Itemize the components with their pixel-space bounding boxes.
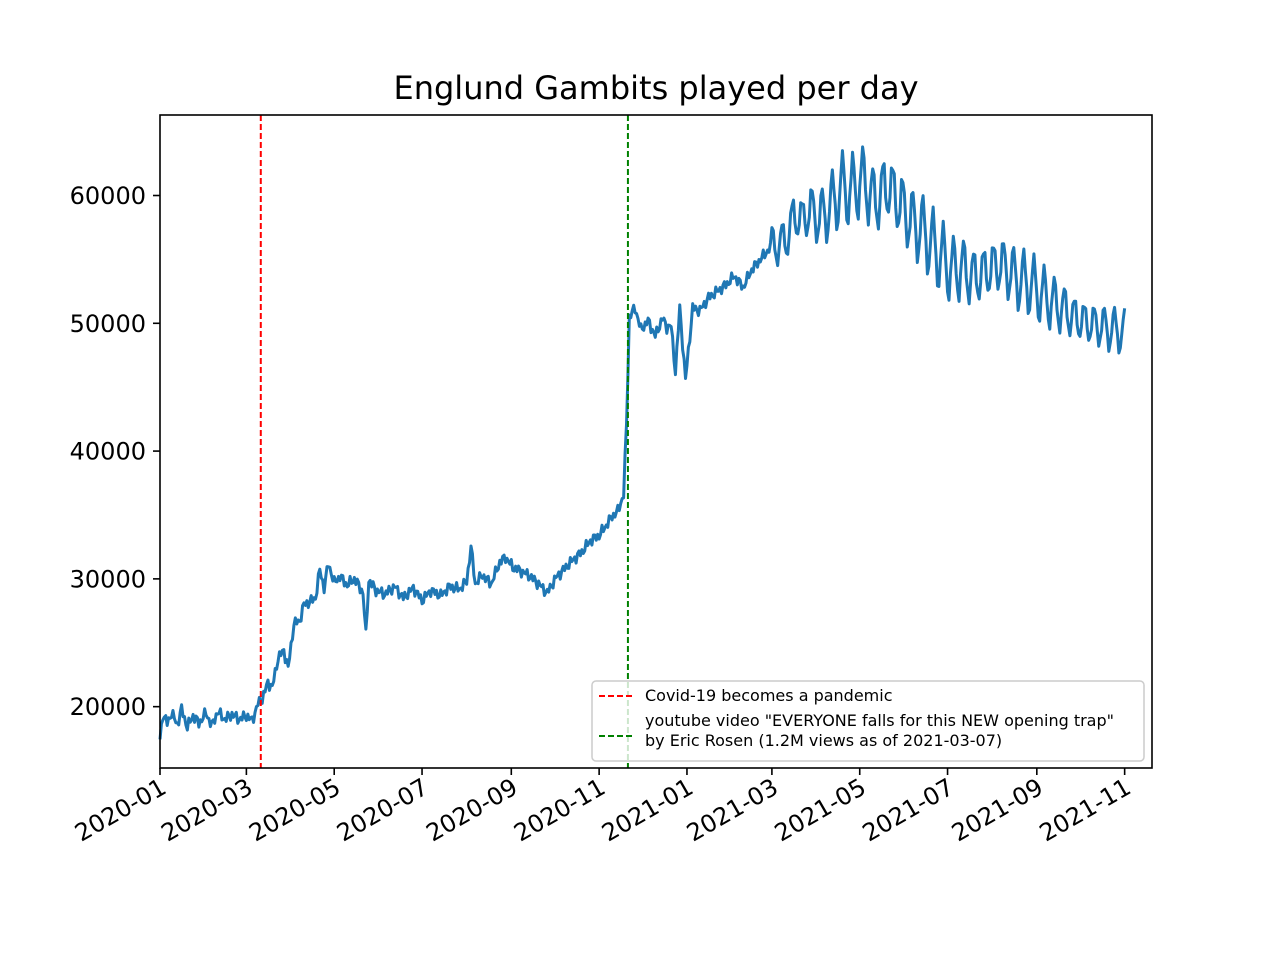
y-tick-label: 30000	[70, 565, 146, 593]
x-tick-label: 2021-11	[1035, 773, 1136, 847]
x-tick-label: 2021-07	[858, 773, 959, 847]
y-tick-label: 20000	[70, 693, 146, 721]
y-tick-label: 40000	[70, 438, 146, 466]
x-tick-label: 2021-03	[682, 773, 783, 847]
y-tick-label: 50000	[70, 310, 146, 338]
x-tick-label: 2021-05	[770, 773, 871, 847]
x-tick-label: 2021-01	[597, 773, 698, 847]
x-tick-label: 2020-07	[332, 773, 433, 847]
x-tick-label: 2020-09	[421, 773, 522, 847]
x-tick-label: 2020-01	[70, 773, 171, 847]
legend-box	[591, 680, 1145, 762]
legend: Covid-19 becomes a pandemic youtube video…	[591, 680, 1145, 762]
x-tick-label: 2020-03	[157, 773, 258, 847]
plot-area	[158, 114, 1153, 769]
x-tick-label: 2020-11	[509, 773, 610, 847]
y-axis: 20000 30000 40000 50000 60000	[70, 182, 160, 721]
plot-frame	[159, 114, 1153, 769]
legend-entry-label: youtube video "EVERYONE falls for this N…	[645, 711, 1114, 750]
x-tick-label: 2021-09	[947, 773, 1048, 847]
x-tick-label: 2020-05	[244, 773, 345, 847]
series-line	[158, 145, 1127, 740]
chart-title: Englund Gambits played per day	[393, 69, 918, 107]
legend-entry-label: Covid-19 becomes a pandemic	[645, 686, 893, 705]
x-axis: 2020-012020-032020-052020-072020-092020-…	[70, 768, 1136, 847]
y-tick-label: 60000	[70, 182, 146, 210]
